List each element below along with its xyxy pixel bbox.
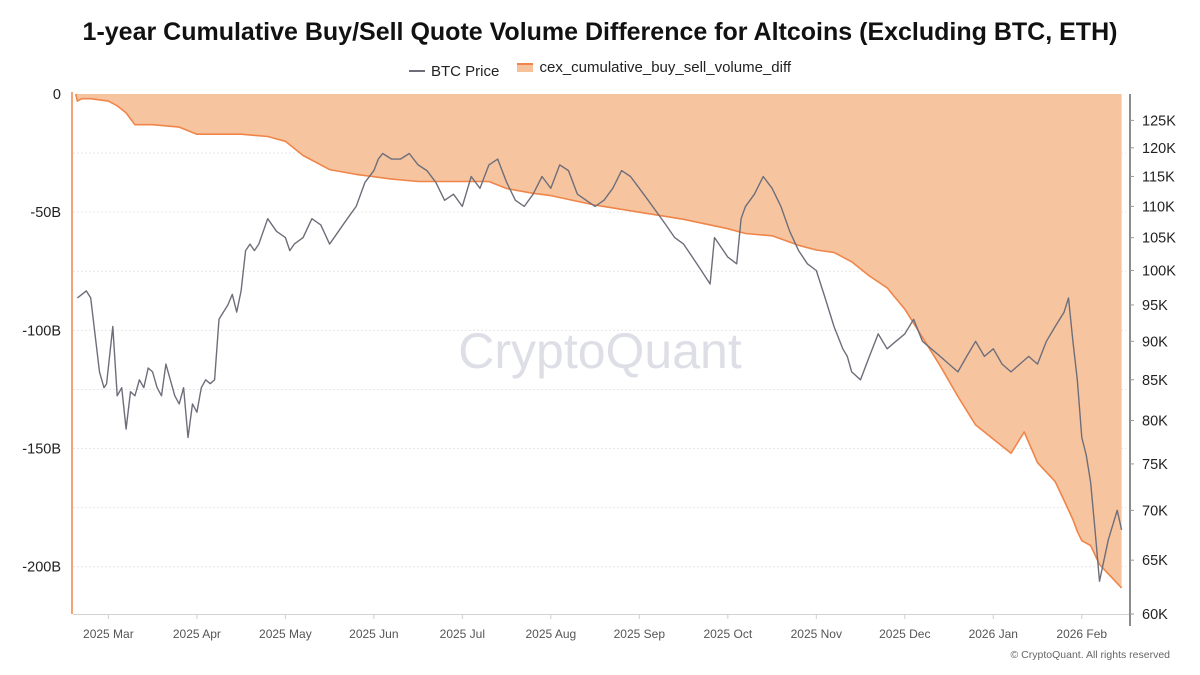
right-tick-label: 110K	[1142, 199, 1175, 215]
chart-legend: BTC Price cex_cumulative_buy_sell_volume…	[0, 59, 1200, 80]
right-tick-label: 120K	[1142, 141, 1176, 157]
volume-diff-series	[74, 93, 1123, 589]
x-tick-label: 2025 Jul	[440, 627, 485, 641]
btc-price-line	[76, 152, 1123, 582]
legend-item-btc-price[interactable]: BTC Price	[408, 62, 500, 80]
right-tick-label: 75K	[1142, 457, 1168, 473]
x-tick-label: 2025 Sep	[614, 627, 666, 641]
legend-label-btc-price: BTC Price	[430, 62, 500, 80]
x-tick-label: 2025 Mar	[83, 627, 134, 641]
right-axis-ticks: 125K 120K 115K 110K 105K 100K 95K 90K 85K 80K 75K 7…	[1130, 113, 1176, 623]
x-tick-label: 2025 Oct	[703, 627, 752, 641]
left-tick-label: -200B	[22, 560, 61, 576]
right-tick-label: 105K	[1142, 231, 1176, 247]
volume-diff-line	[74, 93, 1123, 589]
x-axis-ticks: 2025 Mar 2025 Apr 2025 May 2025 Jun 2025 Jul…	[83, 614, 1107, 641]
right-tick-label: 85K	[1142, 373, 1168, 389]
left-tick-label: -50B	[30, 205, 61, 221]
x-tick-label: 2025 Dec	[879, 627, 930, 641]
x-tick-label: 2025 Apr	[173, 627, 221, 641]
copyright-text: © CryptoQuant. All rights reserved	[1010, 649, 1170, 661]
right-tick-label: 65K	[1142, 553, 1168, 569]
btc-price-series	[76, 152, 1123, 582]
x-tick-label: 2025 Nov	[791, 627, 842, 641]
x-tick-label: 2025 May	[259, 627, 312, 641]
right-tick-label: 95K	[1142, 298, 1168, 314]
left-tick-label: 0	[53, 87, 61, 103]
x-tick-label: 2025 Jun	[349, 627, 398, 641]
right-tick-label: 90K	[1142, 334, 1168, 350]
axes	[71, 92, 1131, 626]
x-tick-label: 2026 Jan	[969, 627, 1018, 641]
legend-item-volume-diff[interactable]: cex_cumulative_buy_sell_volume_diff	[517, 59, 791, 76]
left-tick-label: -100B	[22, 323, 61, 339]
volume-diff-area	[75, 94, 1122, 588]
legend-line-swatch	[408, 70, 425, 72]
right-tick-label: 70K	[1142, 503, 1168, 519]
legend-area-swatch	[517, 63, 534, 72]
right-tick-label: 100K	[1142, 263, 1176, 279]
x-tick-label: 2026 Feb	[1056, 627, 1107, 641]
right-tick-label: 80K	[1142, 414, 1168, 430]
left-tick-label: -150B	[22, 442, 61, 458]
x-tick-label: 2025 Aug	[525, 627, 576, 641]
left-axis-ticks: 0 -50B -100B -150B -200B	[22, 87, 61, 576]
watermark-text: CryptoQuant	[458, 323, 742, 379]
right-tick-label: 60K	[1142, 607, 1168, 623]
right-tick-label: 125K	[1142, 113, 1176, 129]
legend-label-volume-diff: cex_cumulative_buy_sell_volume_diff	[539, 59, 792, 76]
right-tick-label: 115K	[1142, 169, 1175, 185]
chart-title: 1-year Cumulative Buy/Sell Quote Volume …	[82, 18, 1118, 46]
